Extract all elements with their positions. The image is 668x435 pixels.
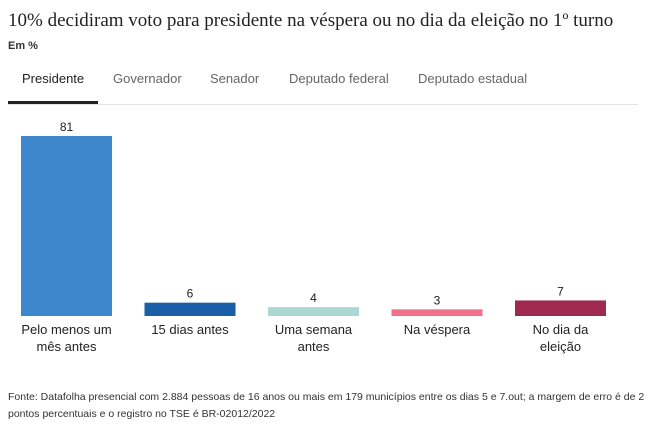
data-label-4: 7 [557,284,564,298]
tab-presidente[interactable]: Presidente [8,62,99,104]
category-label-2-0: Uma semana [275,322,353,337]
category-label-3-0: Na véspera [404,322,471,337]
category-label-4-0: No dia da [533,322,589,337]
data-label-1: 6 [187,287,194,301]
data-label-3: 3 [434,293,441,307]
category-label-0-0: Pelo menos um [21,322,111,337]
category-label-4-1: eleição [540,339,581,354]
bar-2 [268,307,359,316]
category-label-0-1: mês antes [37,339,97,354]
tab-deputado-estadual[interactable]: Deputado estadual [418,71,528,86]
bar-chart: 81 Pelo menos um mês antes 6 15 dias antes 4 U… [21,120,606,354]
category-label-2-1: antes [298,339,330,354]
category-label-1-0: 15 dias antes [151,322,229,337]
data-label-0: 81 [60,120,74,134]
office-tabs: Presidente Governador Senador Deputado f… [8,62,638,105]
source-note: Fonte: Datafolha presencial com 2.884 pe… [8,391,645,420]
tab-governador[interactable]: Governador [113,71,182,86]
bar-4 [515,300,606,316]
tab-senador[interactable]: Senador [210,71,260,86]
bar-0 [21,136,112,316]
data-label-2: 4 [310,291,317,305]
bar-1 [144,302,236,316]
bar-3 [391,309,483,316]
tab-deputado-federal[interactable]: Deputado federal [289,71,389,86]
chart-subtitle: Em % [8,40,38,52]
chart-title: 10% decidiram voto para presidente na vé… [8,10,614,31]
